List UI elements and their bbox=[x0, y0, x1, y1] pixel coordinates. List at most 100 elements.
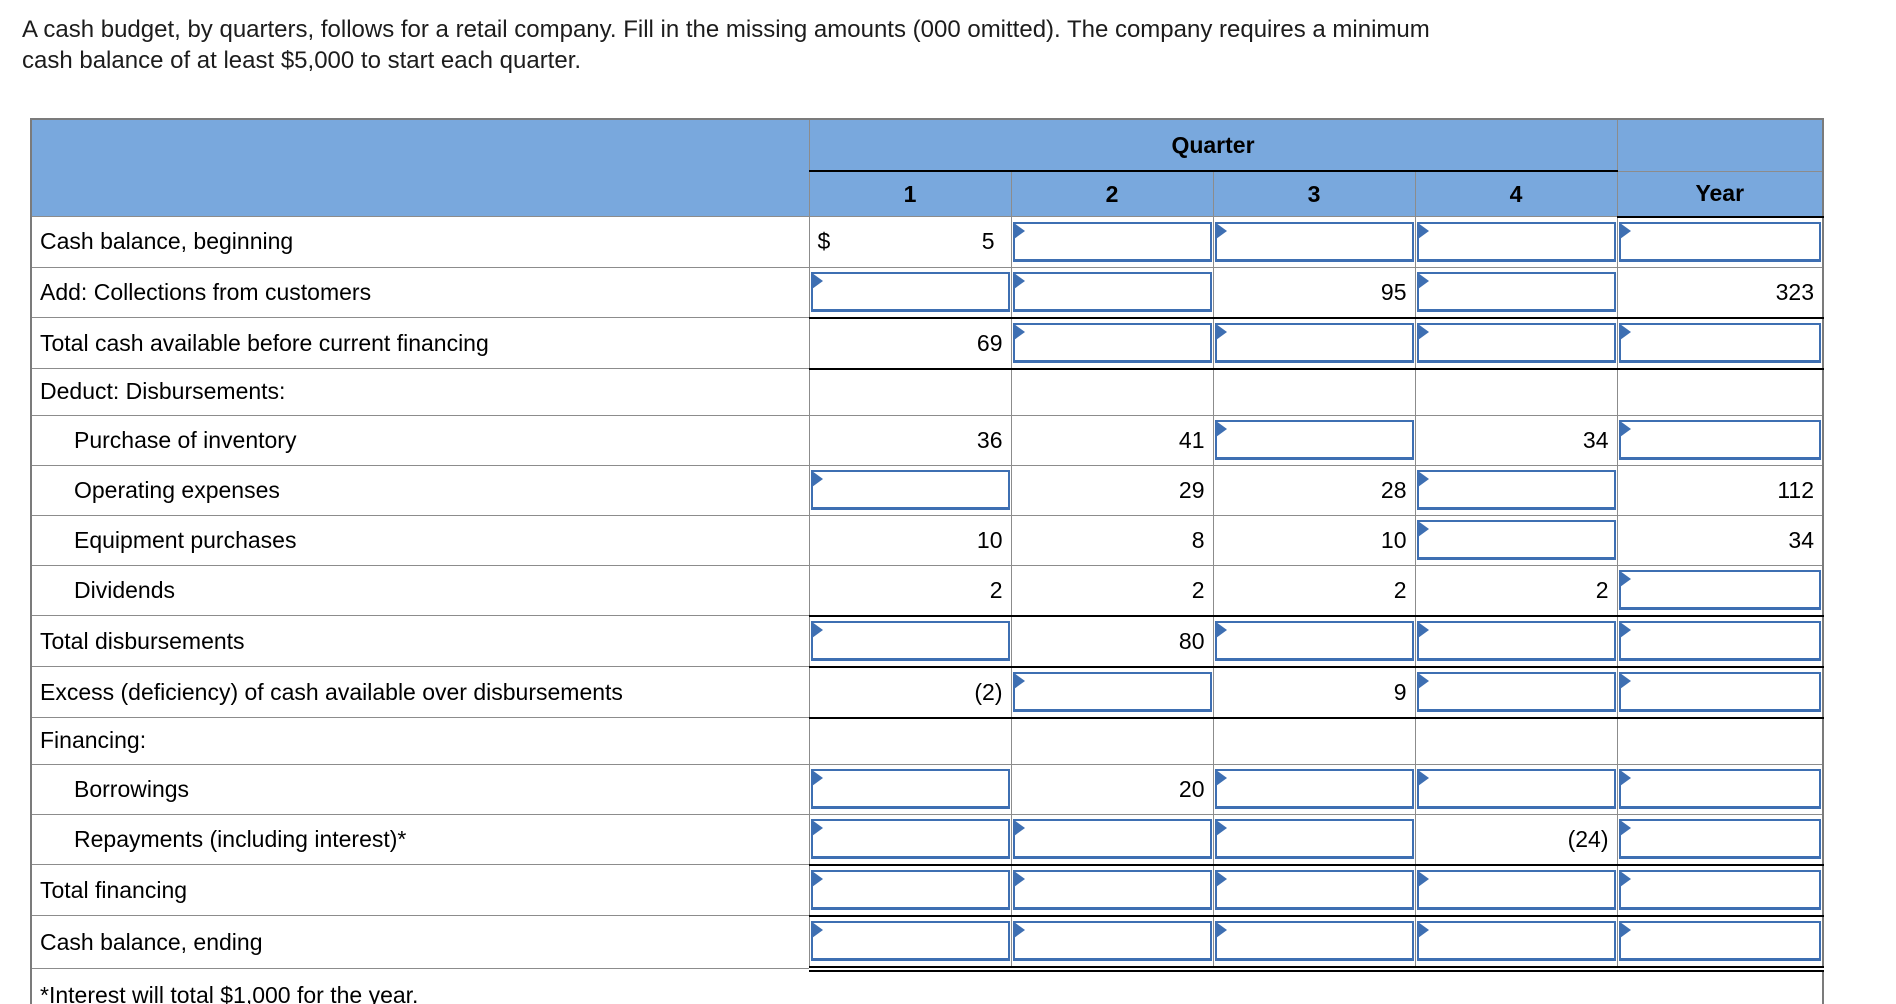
amount-input[interactable] bbox=[1416, 672, 1616, 712]
amount-cell bbox=[1212, 368, 1416, 416]
input-flag-icon bbox=[1013, 673, 1025, 689]
amount-cell bbox=[1414, 316, 1618, 370]
amount-input[interactable] bbox=[1618, 222, 1821, 262]
amount-cell: 20 bbox=[1010, 763, 1214, 815]
input-flag-icon bbox=[1619, 770, 1631, 786]
amount-input[interactable] bbox=[1618, 570, 1821, 610]
amount-cell bbox=[1616, 763, 1824, 815]
amount-input[interactable] bbox=[1012, 672, 1212, 712]
input-flag-icon bbox=[1215, 820, 1227, 836]
amount-input[interactable] bbox=[810, 621, 1010, 661]
row-label-cell: Add: Collections from customers bbox=[30, 266, 810, 318]
input-flag-icon bbox=[1417, 324, 1429, 340]
amount-input[interactable] bbox=[1012, 272, 1212, 312]
row-label-cell: Financing: bbox=[30, 717, 810, 765]
row-label-cell: Cash balance, beginning bbox=[30, 216, 810, 268]
amount-cell bbox=[1212, 863, 1416, 916]
amount-input[interactable] bbox=[1214, 870, 1414, 910]
amount-cell bbox=[1010, 863, 1214, 916]
input-flag-icon bbox=[1013, 273, 1025, 289]
amount-input[interactable] bbox=[1214, 323, 1414, 363]
amount-input[interactable] bbox=[1214, 921, 1414, 961]
amount-cell bbox=[808, 813, 1012, 865]
amount-input[interactable] bbox=[1012, 870, 1212, 910]
amount-input[interactable] bbox=[810, 819, 1010, 859]
row-deduct-disbursements: Deduct: Disbursements: bbox=[30, 368, 1824, 416]
input-flag-icon bbox=[1417, 770, 1429, 786]
amount-cell bbox=[808, 614, 1012, 667]
amount-input[interactable] bbox=[1416, 769, 1616, 809]
amount-cell bbox=[1010, 717, 1214, 765]
amount-input[interactable] bbox=[1012, 323, 1212, 363]
amount-cell: 112 bbox=[1616, 464, 1824, 516]
input-flag-icon bbox=[1619, 922, 1631, 938]
input-flag-icon bbox=[1215, 770, 1227, 786]
amount-input[interactable] bbox=[1618, 672, 1821, 712]
amount-input[interactable] bbox=[1012, 921, 1212, 961]
year-header: Year bbox=[1616, 170, 1824, 218]
amount-input[interactable] bbox=[1416, 520, 1616, 560]
amount-input[interactable] bbox=[1012, 819, 1212, 859]
amount-input[interactable] bbox=[1416, 323, 1616, 363]
amount-input[interactable] bbox=[1618, 420, 1821, 460]
amount-cell bbox=[1414, 266, 1618, 318]
amount-cell bbox=[1414, 464, 1618, 516]
amount-input[interactable] bbox=[1416, 870, 1616, 910]
amount-cell bbox=[808, 464, 1012, 516]
amount-cell bbox=[1616, 368, 1824, 416]
amount-cell: 95 bbox=[1212, 266, 1416, 318]
amount-cell: 34 bbox=[1616, 514, 1824, 566]
amount-input[interactable] bbox=[1214, 769, 1414, 809]
input-flag-icon bbox=[1013, 871, 1025, 887]
amount-cell bbox=[1414, 717, 1618, 765]
amount-input[interactable] bbox=[1618, 769, 1821, 809]
amount-input[interactable] bbox=[1416, 470, 1616, 510]
amount-cell bbox=[1414, 914, 1618, 972]
amount-cell: 29 bbox=[1010, 464, 1214, 516]
amount-cell bbox=[1616, 564, 1824, 616]
amount-input[interactable] bbox=[1416, 621, 1616, 661]
amount-cell bbox=[1010, 813, 1214, 865]
amount-cell bbox=[1212, 316, 1416, 370]
amount-input[interactable] bbox=[1214, 221, 1414, 262]
amount-input[interactable] bbox=[1214, 621, 1414, 661]
row-operating-expenses: Operating expenses 29 28 112 bbox=[30, 464, 1824, 516]
amount-input[interactable] bbox=[1214, 819, 1414, 859]
amount-input[interactable] bbox=[1416, 921, 1616, 961]
amount-cell bbox=[808, 863, 1012, 916]
amount-input[interactable] bbox=[1214, 420, 1414, 460]
input-flag-icon bbox=[1215, 922, 1227, 938]
amount-input[interactable] bbox=[810, 470, 1010, 510]
amount-input[interactable] bbox=[1416, 221, 1616, 262]
amount-input[interactable] bbox=[1618, 819, 1821, 859]
row-purchase-of-inventory: Purchase of inventory 36 41 34 bbox=[30, 414, 1824, 466]
amount-cell: 2 bbox=[1010, 564, 1214, 616]
amount-input[interactable] bbox=[810, 769, 1010, 809]
row-cash-balance-beginning: Cash balance, beginning $5 bbox=[30, 216, 1824, 268]
amount-input[interactable] bbox=[1618, 870, 1821, 910]
header-row-quarter: Quarter bbox=[30, 118, 1824, 217]
input-flag-icon bbox=[1619, 622, 1631, 638]
amount-input[interactable] bbox=[1618, 621, 1821, 661]
amount-input[interactable] bbox=[810, 921, 1010, 961]
amount-cell bbox=[808, 763, 1012, 815]
amount-input[interactable] bbox=[1416, 272, 1616, 312]
input-flag-icon bbox=[1013, 922, 1025, 938]
amount-cell: 10 bbox=[808, 514, 1012, 566]
amount-input[interactable] bbox=[810, 272, 1010, 312]
input-flag-icon bbox=[1013, 820, 1025, 836]
input-flag-icon bbox=[1013, 324, 1025, 340]
amount-cell: 8 bbox=[1010, 514, 1214, 566]
row-label-cell: Deduct: Disbursements: bbox=[30, 368, 810, 416]
amount-cell bbox=[1616, 216, 1824, 268]
quarter-header: Quarter bbox=[808, 118, 1618, 172]
amount-cell bbox=[808, 717, 1012, 765]
amount-input[interactable] bbox=[810, 870, 1010, 910]
amount-cell bbox=[1212, 914, 1416, 972]
amount-cell bbox=[1616, 414, 1824, 466]
amount-input[interactable] bbox=[1012, 221, 1212, 262]
page-title: A cash budget, by quarters, follows for … bbox=[22, 14, 1896, 76]
amount-input[interactable] bbox=[1618, 323, 1821, 363]
amount-input[interactable] bbox=[1618, 921, 1821, 961]
amount-cell bbox=[1010, 368, 1214, 416]
